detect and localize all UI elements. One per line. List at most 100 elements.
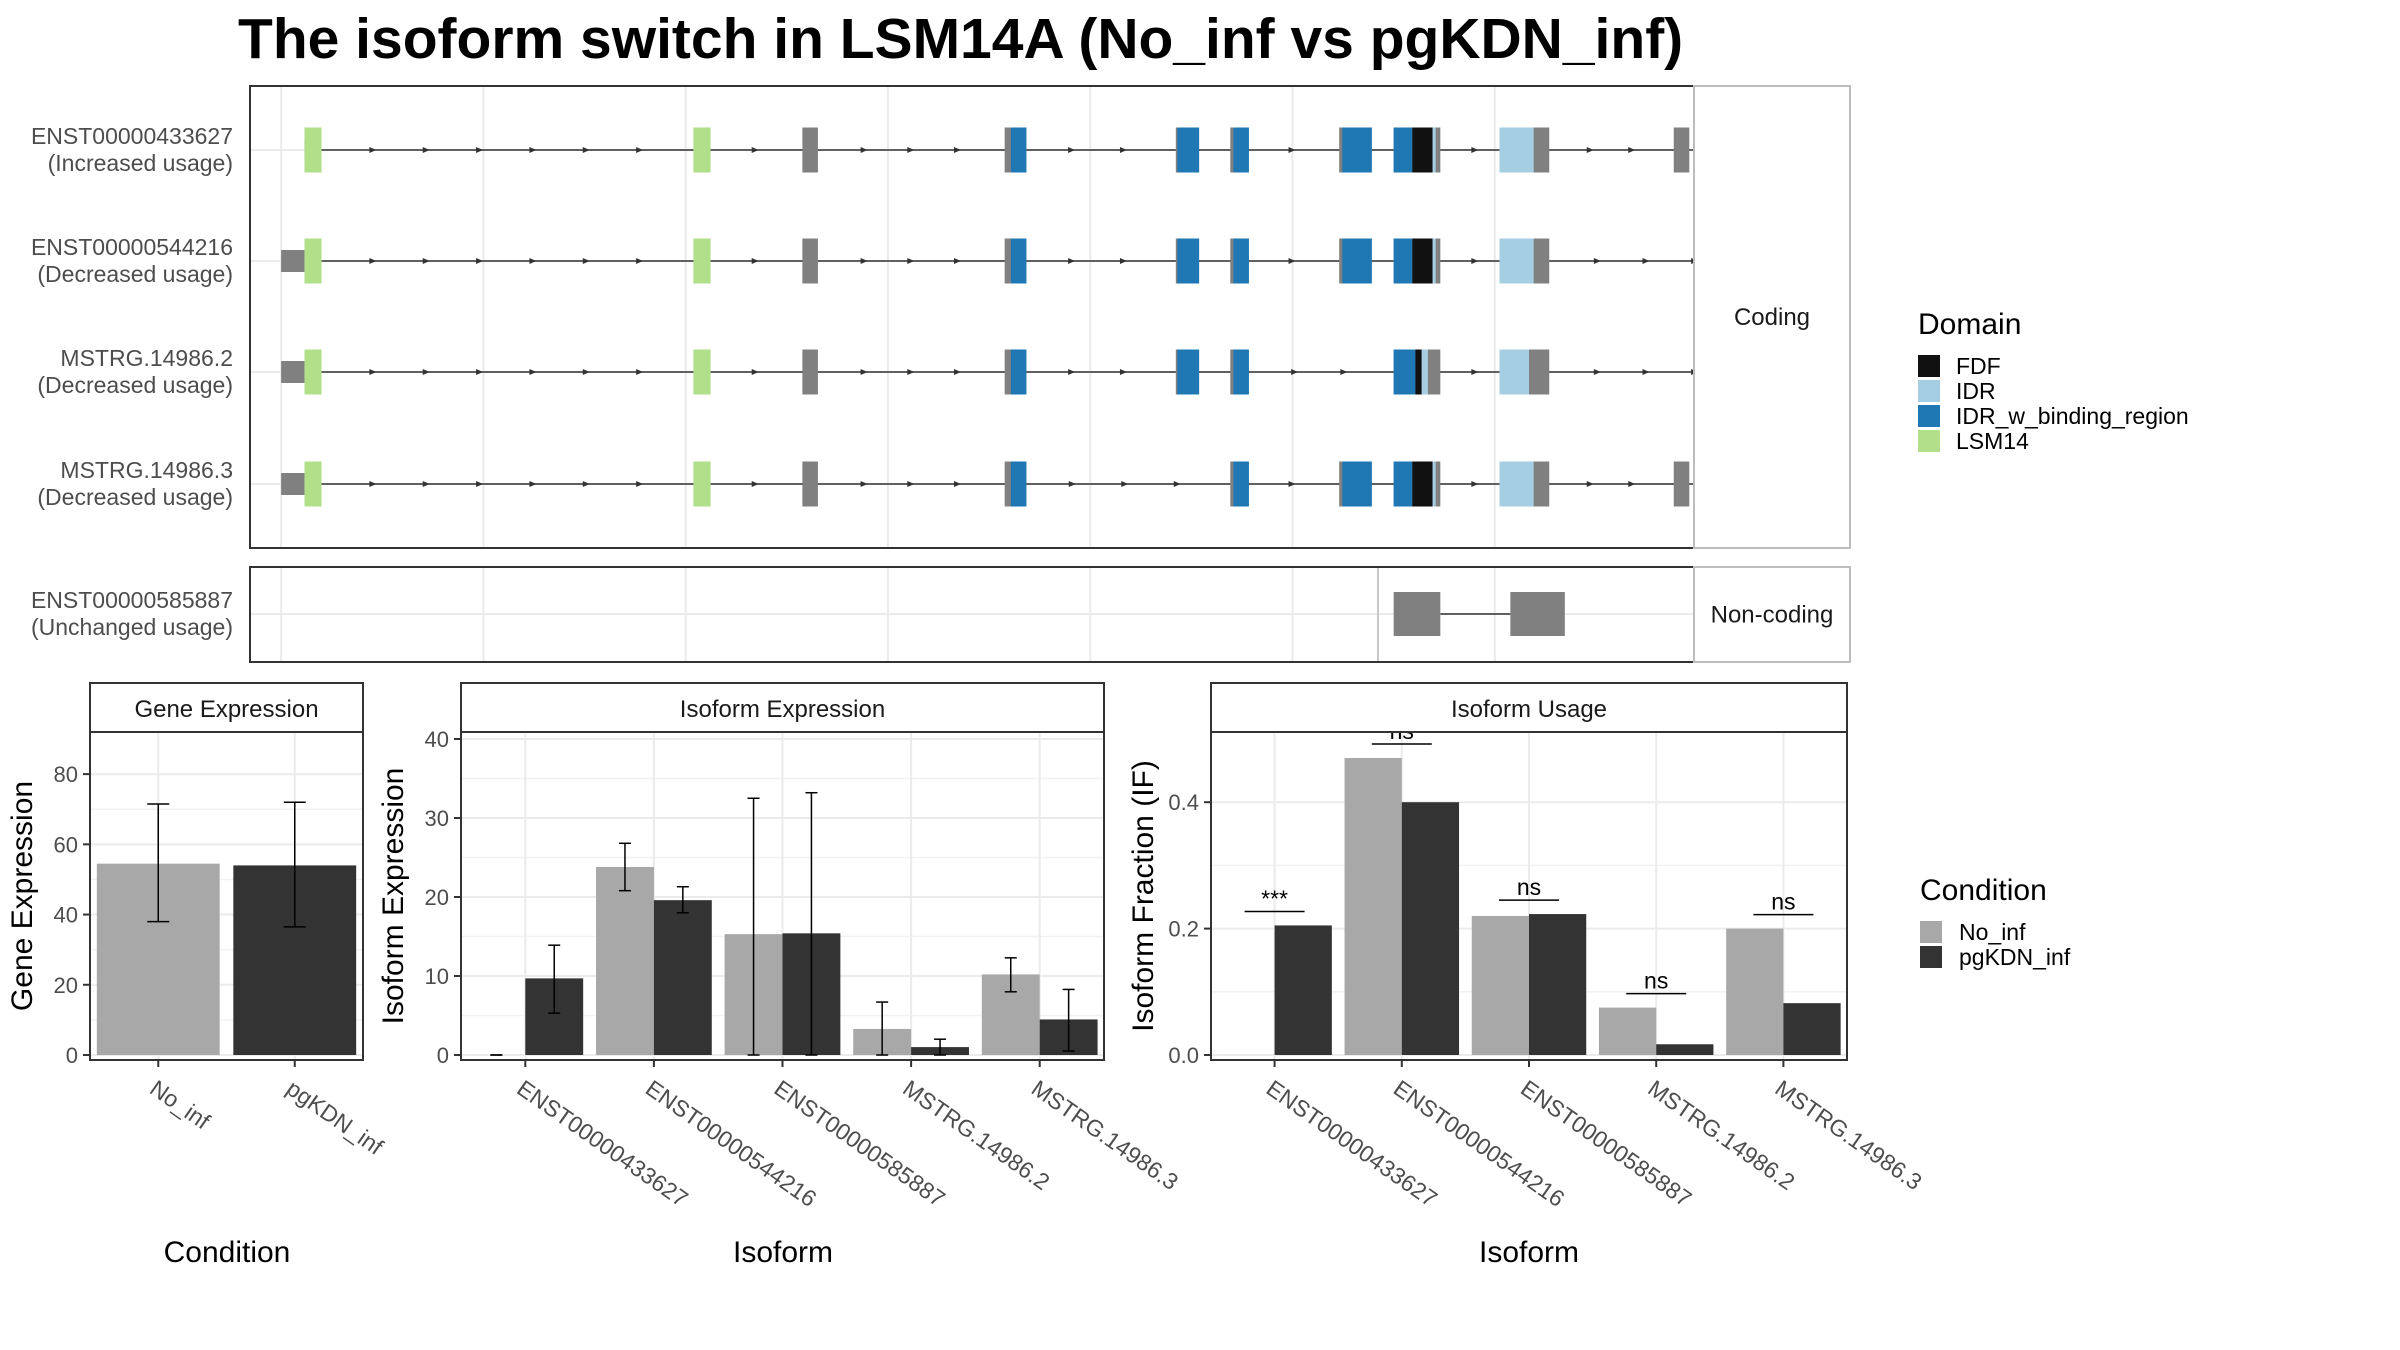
exon-block bbox=[1510, 592, 1565, 636]
domain-lsm14 bbox=[693, 127, 711, 173]
intron-arrow bbox=[422, 369, 430, 375]
bar bbox=[1656, 1044, 1714, 1055]
panel-strip bbox=[1210, 682, 1848, 733]
bar bbox=[1274, 925, 1332, 1055]
intron-arrow bbox=[1642, 369, 1650, 375]
domain-lsm14 bbox=[304, 461, 322, 507]
domain-idr-w-binding-region bbox=[1010, 461, 1027, 507]
intron-arrow bbox=[1068, 258, 1076, 264]
intron-arrow bbox=[907, 481, 915, 487]
chart-isoform-usage: 0.00.20.4***nsnsnsnsENST00000433627ENST0… bbox=[1127, 682, 1927, 1269]
intron-arrow bbox=[636, 481, 644, 487]
domain-idr-w-binding-region bbox=[1177, 349, 1200, 395]
intron-arrow bbox=[860, 147, 868, 153]
panel-strip bbox=[460, 682, 1105, 733]
domain-lsm14 bbox=[693, 461, 711, 507]
intron-arrow bbox=[751, 369, 759, 375]
facet-strip-label: Coding bbox=[1734, 304, 1810, 331]
x-axis-title: Isoform bbox=[733, 1236, 833, 1269]
intron-arrow bbox=[1471, 481, 1479, 487]
intron-arrow bbox=[751, 147, 759, 153]
domain-idr bbox=[1421, 349, 1428, 395]
y-tick-label: 30 bbox=[425, 806, 449, 831]
domain-idr-w-binding-region bbox=[1393, 461, 1413, 507]
figure-title: The isoform switch in LSM14A (No_inf vs … bbox=[238, 7, 1684, 71]
intron-arrow bbox=[1471, 369, 1479, 375]
isoform-usage-label: (Decreased usage) bbox=[37, 484, 233, 510]
intron-arrow bbox=[1068, 369, 1076, 375]
intron-arrow bbox=[636, 369, 644, 375]
domain-fdf bbox=[1412, 238, 1433, 284]
y-axis-title: Gene Expression bbox=[6, 781, 39, 1011]
intron-arrow bbox=[1628, 147, 1636, 153]
intron-arrow bbox=[369, 481, 377, 487]
intron-arrow bbox=[529, 481, 537, 487]
exon-block bbox=[802, 349, 818, 395]
domain-legend-label: IDR_w_binding_region bbox=[1956, 403, 2189, 429]
domain-idr-w-binding-region bbox=[1393, 349, 1416, 395]
y-tick-label: 60 bbox=[54, 832, 78, 857]
intron-arrow bbox=[860, 481, 868, 487]
facet-strip bbox=[1693, 85, 1851, 549]
domain-idr-w-binding-region bbox=[1342, 461, 1372, 507]
intron-arrow bbox=[1119, 147, 1127, 153]
y-tick-label: 0 bbox=[437, 1043, 449, 1068]
intron-arrow bbox=[422, 481, 430, 487]
x-tick-label: pgKDN_inf bbox=[282, 1075, 389, 1160]
intron-arrow bbox=[1593, 369, 1601, 375]
intron-arrow bbox=[369, 369, 377, 375]
domain-idr bbox=[1499, 238, 1534, 284]
intron-arrow bbox=[422, 258, 430, 264]
domain-idr bbox=[1499, 461, 1534, 507]
intron-arrow bbox=[1471, 147, 1479, 153]
domain-lsm14 bbox=[304, 349, 322, 395]
domain-lsm14 bbox=[693, 349, 711, 395]
intron-arrow bbox=[1593, 258, 1601, 264]
intron-arrow bbox=[953, 147, 961, 153]
panel-strip bbox=[89, 682, 364, 733]
intron-arrow bbox=[1340, 369, 1348, 375]
bar bbox=[1529, 914, 1587, 1055]
bar bbox=[653, 900, 712, 1055]
chart-gene-expression: 0 20 40 60 80 No_inf pgKDN_inf Gene Expression C… bbox=[6, 682, 389, 1269]
intron-arrow bbox=[1642, 258, 1650, 264]
y-tick-label: 40 bbox=[54, 903, 78, 928]
intron-arrow bbox=[1119, 369, 1127, 375]
intron-arrow bbox=[529, 147, 537, 153]
y-axis-title: Isoform Fraction (IF) bbox=[1127, 760, 1160, 1032]
y-tick-label: 0 bbox=[66, 1043, 78, 1068]
intron-arrow bbox=[636, 147, 644, 153]
domain-idr-w-binding-region bbox=[1233, 238, 1249, 284]
intron-arrow bbox=[907, 147, 915, 153]
structure-plot: ENST00000433627(Increased usage) ENST0000… bbox=[31, 85, 1851, 663]
exon-block bbox=[1673, 127, 1690, 173]
isoform-id-label: MSTRG.14986.3 bbox=[60, 457, 233, 483]
domain-idr-w-binding-region bbox=[1233, 461, 1249, 507]
domain-idr-w-binding-region bbox=[1177, 238, 1200, 284]
intron-arrow bbox=[1628, 481, 1636, 487]
exon-block bbox=[802, 238, 818, 284]
intron-arrow bbox=[751, 481, 759, 487]
isoform-usage-label: (Decreased usage) bbox=[37, 261, 233, 287]
intron-arrow bbox=[476, 147, 484, 153]
intron-arrow bbox=[907, 258, 915, 264]
condition-legend-label: pgKDN_inf bbox=[1959, 944, 2071, 970]
condition-legend-label: No_inf bbox=[1959, 919, 2026, 945]
intron-arrow bbox=[860, 258, 868, 264]
exon-block bbox=[802, 461, 818, 507]
domain-idr-w-binding-region bbox=[1233, 127, 1249, 173]
bar bbox=[1783, 1003, 1841, 1055]
y-tick-label: 0.2 bbox=[1168, 917, 1199, 942]
condition-legend-swatch bbox=[1920, 946, 1942, 968]
panel-title: Isoform Expression bbox=[680, 696, 885, 723]
exon-block bbox=[1673, 461, 1690, 507]
isoform-id-label: ENST00000433627 bbox=[31, 123, 233, 149]
domain-idr bbox=[1499, 349, 1530, 395]
condition-legend-swatch bbox=[1920, 921, 1942, 943]
x-axis-title: Isoform bbox=[1479, 1236, 1579, 1269]
intron-arrow bbox=[1586, 481, 1594, 487]
isoform-usage-label: (Increased usage) bbox=[48, 150, 233, 176]
intron-arrow bbox=[636, 258, 644, 264]
panel-title: Gene Expression bbox=[134, 696, 318, 723]
